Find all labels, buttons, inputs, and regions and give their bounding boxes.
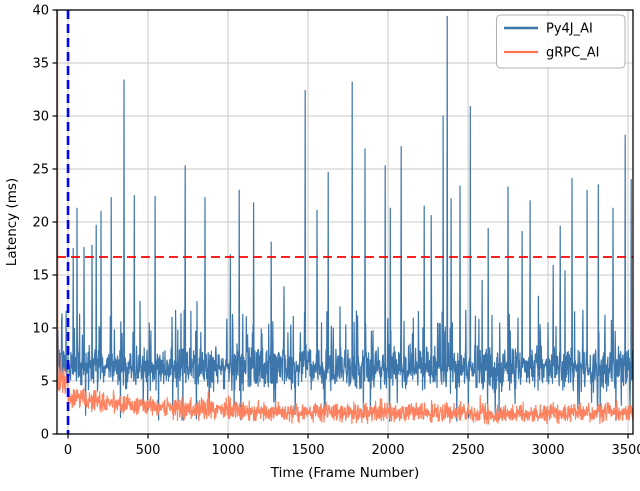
- legend-label-grpc: gRPC_AI: [546, 46, 599, 61]
- x-axis-label: Time (Frame Number): [270, 465, 419, 481]
- legend: Py4J_AI gRPC_AI: [496, 14, 626, 69]
- y-tick-label: 20: [32, 216, 49, 231]
- y-tick-label: 30: [32, 110, 49, 125]
- y-tick-labels: 0 5 10 15 20 25 30 35 40: [32, 4, 49, 443]
- x-tick-label: 2000: [371, 443, 404, 458]
- x-tick-label: 2500: [451, 443, 484, 458]
- y-tick-label: 0: [41, 428, 49, 443]
- series-lines: [57, 10, 633, 425]
- y-tick-label: 5: [41, 375, 49, 390]
- y-tick-label: 10: [32, 322, 49, 337]
- y-tick-label: 15: [32, 269, 49, 284]
- y-tick-label: 25: [32, 163, 49, 178]
- legend-label-py4j: Py4J_AI: [546, 22, 593, 37]
- y-axis-label: Latency (ms): [4, 178, 20, 266]
- axis-ticks: [52, 9, 629, 439]
- x-tick-label: 1000: [211, 443, 244, 458]
- series-gRPC_AI: [57, 10, 633, 425]
- series-Py4J_AI: [57, 15, 633, 422]
- x-tick-label: 0: [64, 443, 72, 458]
- y-tick-label: 35: [32, 57, 49, 72]
- x-tick-label: 3000: [531, 443, 564, 458]
- y-tick-label: 40: [32, 4, 49, 19]
- x-tick-label: 500: [136, 443, 161, 458]
- x-tick-label: 1500: [291, 443, 324, 458]
